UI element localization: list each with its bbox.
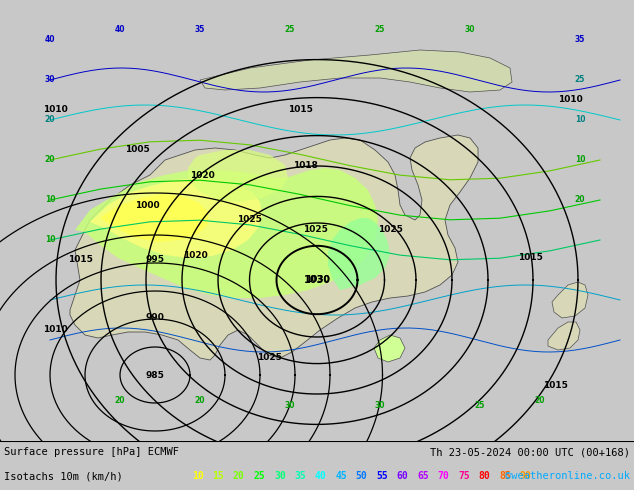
Polygon shape xyxy=(75,168,378,298)
Text: 1005: 1005 xyxy=(125,146,150,154)
Text: 10: 10 xyxy=(575,116,585,124)
Text: 20: 20 xyxy=(534,395,545,405)
Text: 25: 25 xyxy=(254,471,265,481)
Text: 1025: 1025 xyxy=(236,216,261,224)
Text: 1010: 1010 xyxy=(42,105,67,115)
Polygon shape xyxy=(328,218,390,290)
Text: 90: 90 xyxy=(519,471,531,481)
Polygon shape xyxy=(374,335,405,362)
Polygon shape xyxy=(90,178,262,258)
Text: 65: 65 xyxy=(417,471,429,481)
Text: 75: 75 xyxy=(458,471,470,481)
Text: 20: 20 xyxy=(575,196,585,204)
Text: 80: 80 xyxy=(479,471,490,481)
Text: 20: 20 xyxy=(45,116,55,124)
Text: 985: 985 xyxy=(146,370,164,379)
Text: 40: 40 xyxy=(115,25,126,34)
Text: 1020: 1020 xyxy=(183,250,207,260)
Text: 85: 85 xyxy=(499,471,511,481)
Text: ©weatheronline.co.uk: ©weatheronline.co.uk xyxy=(505,471,630,481)
Text: 25: 25 xyxy=(475,400,485,410)
Text: Surface pressure [hPa] ECMWF: Surface pressure [hPa] ECMWF xyxy=(4,447,179,457)
Text: 1015: 1015 xyxy=(517,253,543,263)
Polygon shape xyxy=(552,282,588,318)
Text: 30: 30 xyxy=(465,25,476,34)
Text: 20: 20 xyxy=(195,395,205,405)
Text: 70: 70 xyxy=(437,471,450,481)
Text: 30: 30 xyxy=(274,471,286,481)
Text: 20: 20 xyxy=(45,155,55,165)
Text: 40: 40 xyxy=(315,471,327,481)
Text: 30: 30 xyxy=(375,400,385,410)
Text: 25: 25 xyxy=(285,25,295,34)
Text: 35: 35 xyxy=(294,471,306,481)
Text: 15: 15 xyxy=(212,471,224,481)
Text: Isotachs 10m (km/h): Isotachs 10m (km/h) xyxy=(4,471,123,481)
Text: 995: 995 xyxy=(145,255,164,265)
Polygon shape xyxy=(100,194,208,242)
Text: 1018: 1018 xyxy=(292,161,318,170)
Text: 1030: 1030 xyxy=(304,275,330,285)
Text: 1010: 1010 xyxy=(42,325,67,335)
Text: 1015: 1015 xyxy=(288,105,313,115)
Text: 25: 25 xyxy=(575,75,585,84)
Polygon shape xyxy=(188,150,288,202)
Text: 10: 10 xyxy=(45,236,55,245)
Text: 30: 30 xyxy=(45,75,55,84)
Text: Th 23-05-2024 00:00 UTC (00+168): Th 23-05-2024 00:00 UTC (00+168) xyxy=(430,447,630,457)
Text: 1000: 1000 xyxy=(134,200,159,210)
Text: 1010: 1010 xyxy=(558,96,583,104)
Text: 10: 10 xyxy=(192,471,204,481)
Text: 1015: 1015 xyxy=(68,255,93,265)
Polygon shape xyxy=(200,50,512,92)
Text: 10: 10 xyxy=(45,196,55,204)
Text: 990: 990 xyxy=(146,313,164,321)
Text: 1025: 1025 xyxy=(257,353,281,363)
Polygon shape xyxy=(70,135,478,360)
Text: 55: 55 xyxy=(376,471,388,481)
Text: 50: 50 xyxy=(356,471,368,481)
Text: 60: 60 xyxy=(397,471,408,481)
Text: 20: 20 xyxy=(233,471,245,481)
Text: 1025: 1025 xyxy=(302,225,327,235)
Text: 1025: 1025 xyxy=(378,225,403,235)
Text: 40: 40 xyxy=(45,35,55,45)
Text: 20: 20 xyxy=(115,395,126,405)
Text: 10: 10 xyxy=(575,155,585,165)
Text: 25: 25 xyxy=(375,25,385,34)
Polygon shape xyxy=(548,322,580,350)
Text: 1030: 1030 xyxy=(304,275,330,285)
Text: 35: 35 xyxy=(575,35,585,45)
Text: 1015: 1015 xyxy=(543,381,567,390)
Text: 30: 30 xyxy=(285,400,295,410)
Text: 45: 45 xyxy=(335,471,347,481)
Text: 35: 35 xyxy=(195,25,205,34)
Text: 1020: 1020 xyxy=(190,171,214,179)
